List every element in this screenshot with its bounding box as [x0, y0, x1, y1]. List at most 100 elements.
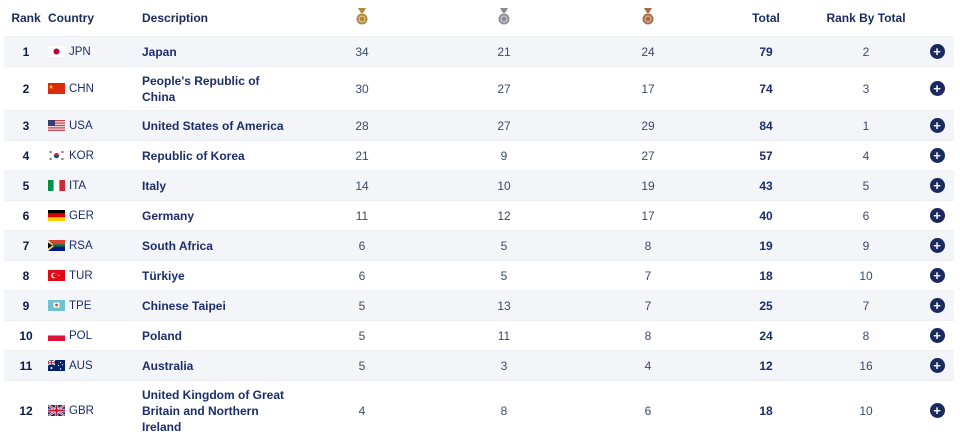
country-name-link[interactable]: Australia: [142, 351, 292, 381]
total-count: 25: [720, 291, 812, 321]
bronze-count: 17: [576, 201, 720, 231]
silver-count: 5: [432, 261, 576, 291]
country-cell: ITA: [48, 171, 142, 201]
rank-by-total: 10: [812, 381, 920, 440]
jpn-flag-icon: [48, 46, 65, 57]
gold-count: 4: [292, 381, 432, 440]
country-name-link[interactable]: United States of America: [142, 111, 292, 141]
table-row: 12 GBR United Kingdom of Great Britain and…: [4, 381, 954, 440]
country-name-link[interactable]: People's Republic of China: [142, 67, 292, 111]
silver-count: 27: [432, 111, 576, 141]
expand-plus-icon[interactable]: +: [930, 403, 945, 418]
table-header: Rank Country Description: [4, 0, 954, 37]
bronze-count: 24: [576, 37, 720, 67]
bronze-medal-icon: [641, 8, 655, 25]
country-name-link[interactable]: Italy: [142, 171, 292, 201]
gold-count: 5: [292, 291, 432, 321]
rank-cell: 12: [4, 381, 48, 440]
expand-cell: +: [920, 351, 954, 381]
rsa-flag-icon: [48, 240, 65, 251]
aus-flag-icon: [48, 360, 65, 371]
header-total: Total: [720, 0, 812, 37]
rank-by-total: 5: [812, 171, 920, 201]
silver-count: 9: [432, 141, 576, 171]
country-cell: CHN: [48, 67, 142, 111]
expand-plus-icon[interactable]: +: [930, 81, 945, 96]
country-code: USA: [69, 120, 93, 132]
country-name-link[interactable]: South Africa: [142, 231, 292, 261]
silver-count: 12: [432, 201, 576, 231]
bronze-count: 4: [576, 351, 720, 381]
country-code: POL: [69, 330, 92, 342]
bronze-count: 7: [576, 261, 720, 291]
expand-plus-icon[interactable]: +: [930, 358, 945, 373]
gold-count: 30: [292, 67, 432, 111]
expand-cell: +: [920, 381, 954, 440]
gold-count: 5: [292, 321, 432, 351]
country-cell: JPN: [48, 37, 142, 67]
bronze-count: 8: [576, 321, 720, 351]
header-rank-by-total: Rank By Total: [812, 0, 920, 37]
country-name-link[interactable]: Germany: [142, 201, 292, 231]
country-code: RSA: [69, 240, 93, 252]
country-name-link[interactable]: United Kingdom of Great Britain and Nort…: [142, 381, 292, 440]
rank-by-total: 7: [812, 291, 920, 321]
bronze-count: 7: [576, 291, 720, 321]
country-code: GBR: [69, 405, 94, 417]
country-name-link[interactable]: Republic of Korea: [142, 141, 292, 171]
expand-plus-icon[interactable]: +: [930, 118, 945, 133]
usa-flag-icon: [48, 120, 65, 131]
ger-flag-icon: [48, 210, 65, 221]
country-name-link[interactable]: Japan: [142, 37, 292, 67]
gold-count: 6: [292, 261, 432, 291]
country-name-link[interactable]: Türkiye: [142, 261, 292, 291]
total-count: 24: [720, 321, 812, 351]
header-country: Country: [48, 0, 142, 37]
silver-count: 10: [432, 171, 576, 201]
rank-cell: 8: [4, 261, 48, 291]
expand-plus-icon[interactable]: +: [930, 208, 945, 223]
total-count: 40: [720, 201, 812, 231]
expand-cell: +: [920, 321, 954, 351]
gold-count: 34: [292, 37, 432, 67]
total-count: 19: [720, 231, 812, 261]
expand-plus-icon[interactable]: +: [930, 148, 945, 163]
expand-plus-icon[interactable]: +: [930, 238, 945, 253]
country-code: KOR: [69, 150, 94, 162]
total-count: 84: [720, 111, 812, 141]
expand-plus-icon[interactable]: +: [930, 44, 945, 59]
silver-medal-icon: [497, 8, 511, 25]
rank-cell: 10: [4, 321, 48, 351]
chn-flag-icon: [48, 83, 65, 94]
expand-cell: +: [920, 141, 954, 171]
bronze-count: 27: [576, 141, 720, 171]
rank-cell: 1: [4, 37, 48, 67]
country-name-link[interactable]: Poland: [142, 321, 292, 351]
country-code: ITA: [69, 180, 86, 192]
country-name-link[interactable]: Chinese Taipei: [142, 291, 292, 321]
total-count: 57: [720, 141, 812, 171]
medal-table: Rank Country Description: [4, 0, 954, 440]
silver-count: 11: [432, 321, 576, 351]
gold-count: 6: [292, 231, 432, 261]
expand-plus-icon[interactable]: +: [930, 328, 945, 343]
silver-count: 21: [432, 37, 576, 67]
expand-plus-icon[interactable]: +: [930, 178, 945, 193]
country-cell: TPE: [48, 291, 142, 321]
expand-plus-icon[interactable]: +: [930, 268, 945, 283]
country-code: JPN: [69, 46, 91, 58]
silver-count: 5: [432, 231, 576, 261]
expand-cell: +: [920, 291, 954, 321]
expand-cell: +: [920, 37, 954, 67]
pol-flag-icon: [48, 330, 65, 341]
rank-cell: 7: [4, 231, 48, 261]
bronze-count: 19: [576, 171, 720, 201]
expand-plus-icon[interactable]: +: [930, 298, 945, 313]
header-gold: [292, 0, 432, 37]
